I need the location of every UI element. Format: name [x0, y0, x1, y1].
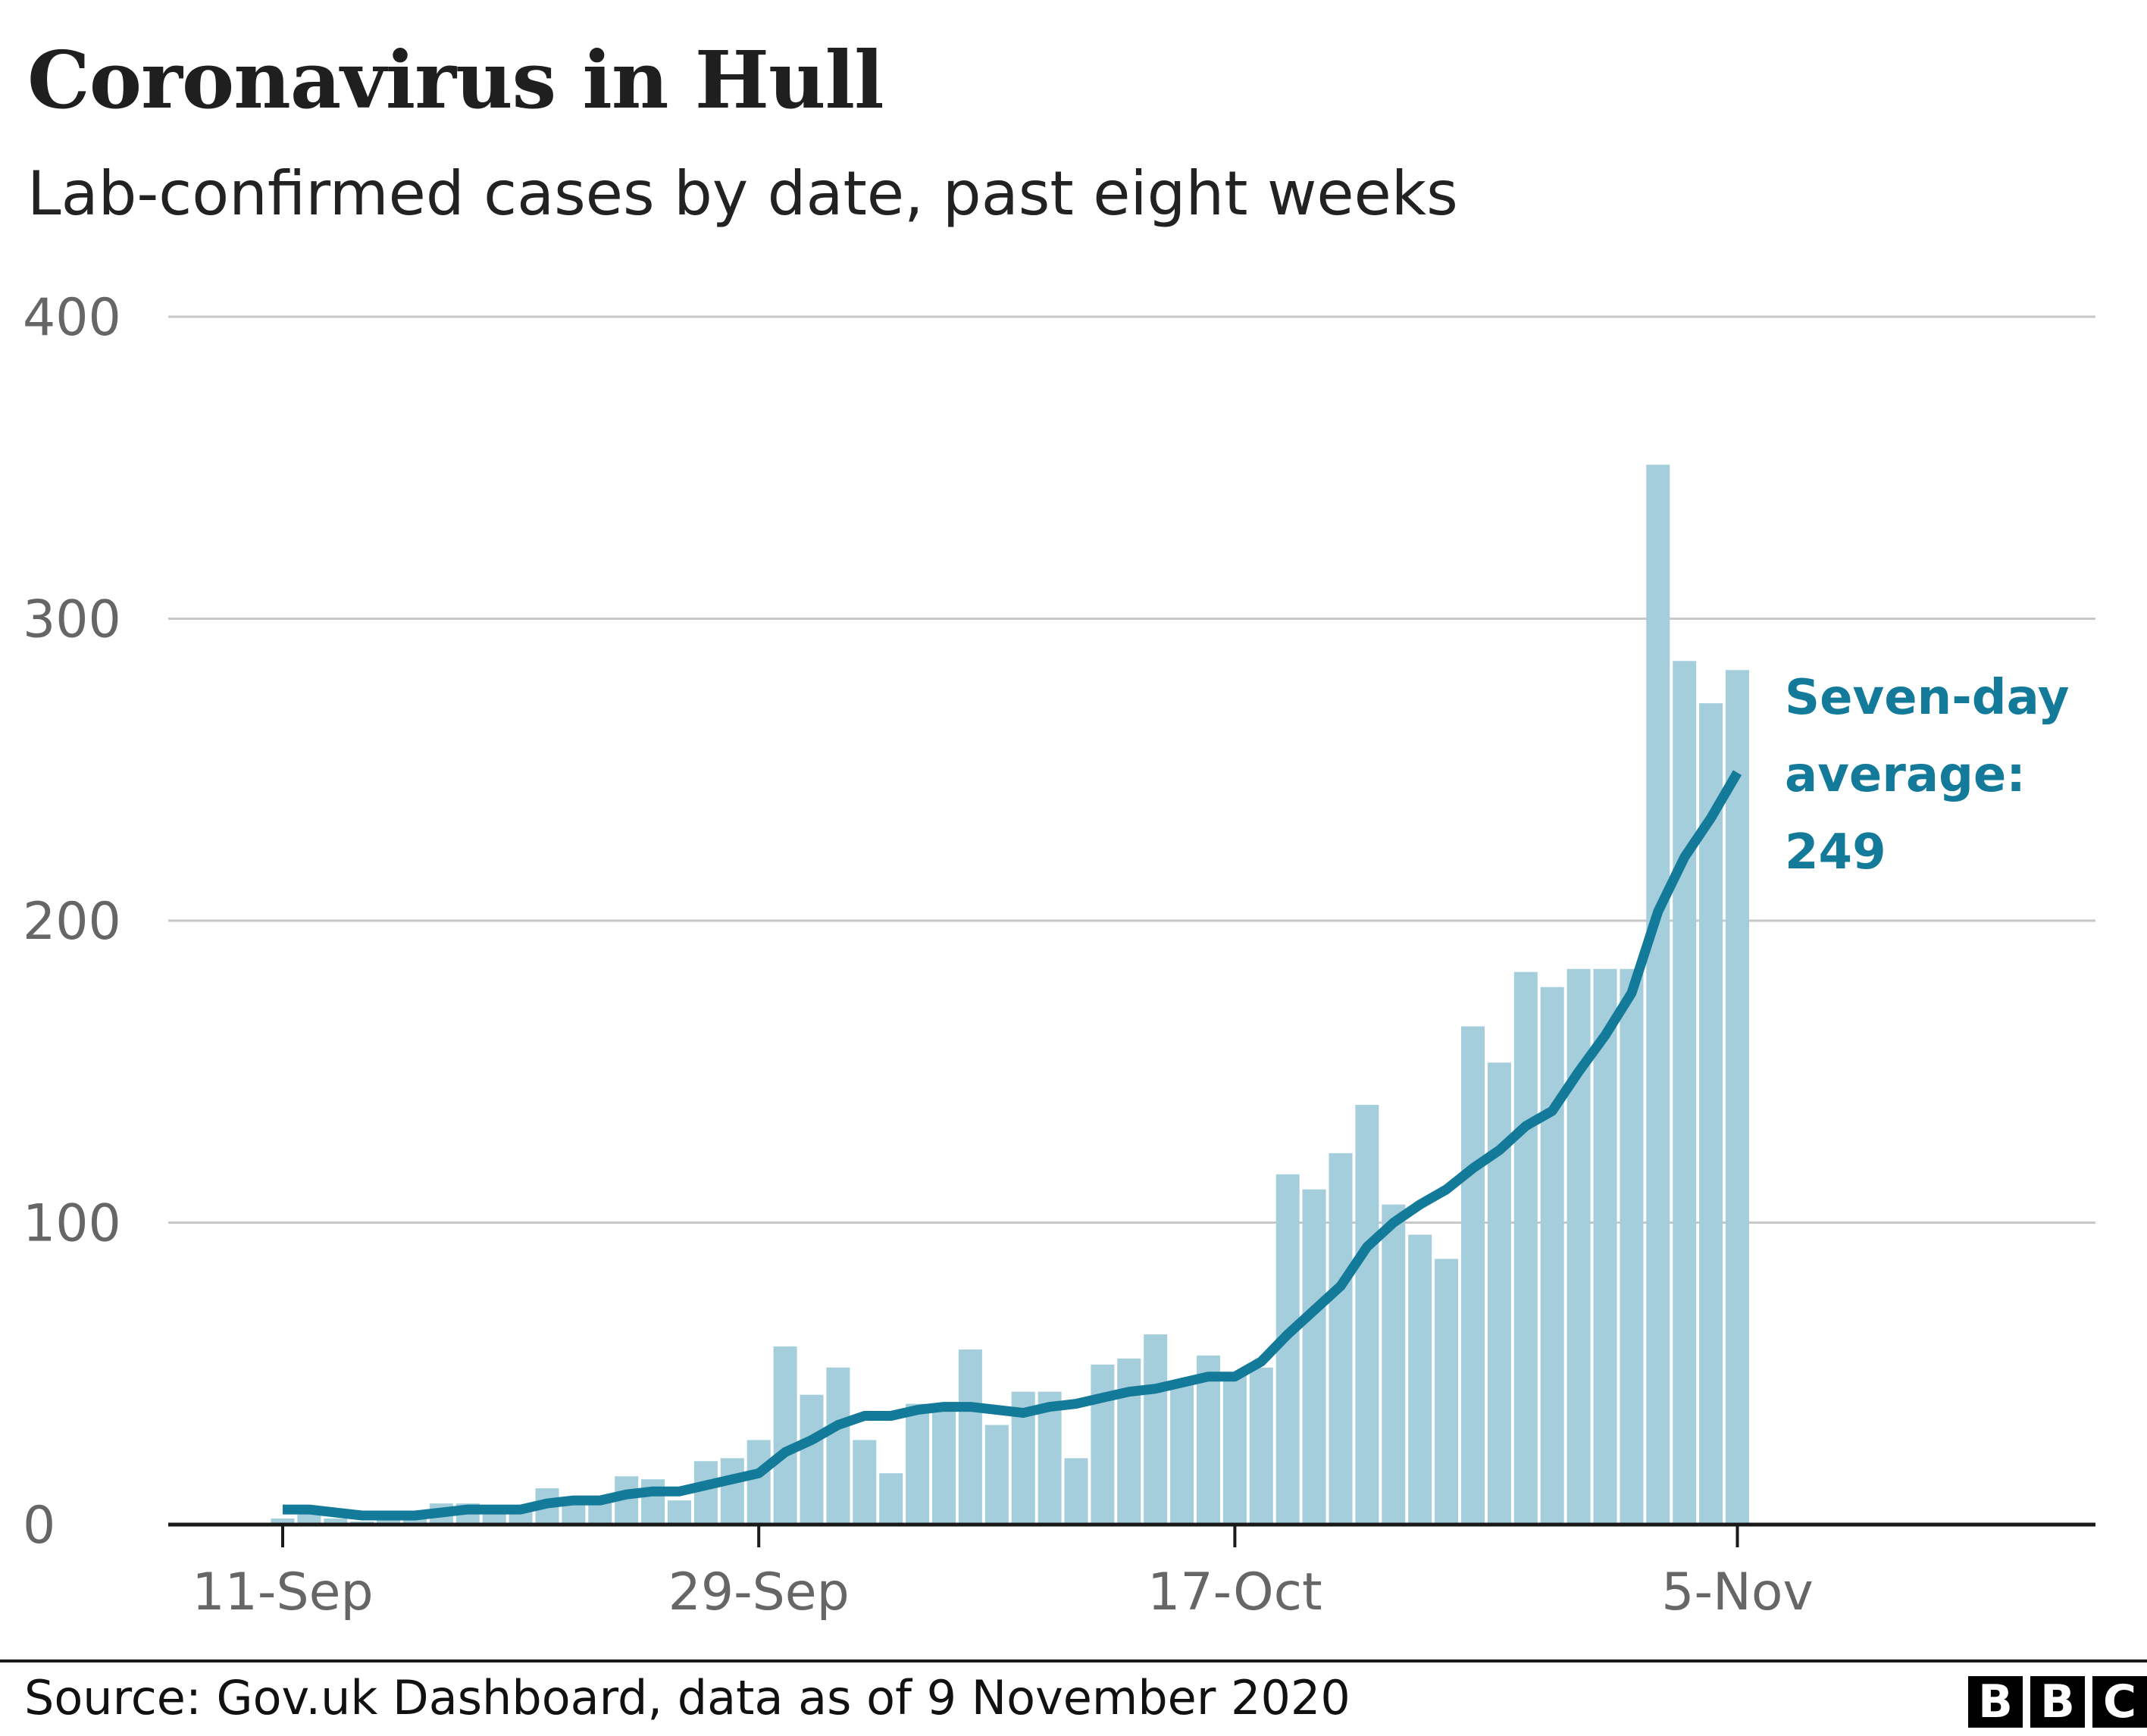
bar — [1487, 1062, 1511, 1525]
y-tick-label: 400 — [23, 288, 121, 348]
bar — [1038, 1391, 1062, 1525]
chart-title: Coronavirus in Hull — [27, 33, 884, 127]
bar — [1091, 1364, 1115, 1525]
bbc-logo-block: B — [1968, 1676, 2023, 1728]
bar — [1593, 968, 1617, 1525]
bar — [1117, 1358, 1141, 1525]
source-note: Source: Gov.uk Dashboard, data as of 9 N… — [24, 1670, 1350, 1725]
bar — [1329, 1153, 1353, 1525]
axes: 0 100 200 300 400 11-Sep 29-Sep 17-Oct 5-Nov — [23, 288, 2095, 1622]
bar — [853, 1440, 877, 1525]
y-tick-label: 0 — [23, 1496, 55, 1556]
bar — [906, 1403, 930, 1525]
bar — [720, 1458, 744, 1525]
bar — [693, 1461, 718, 1525]
bar — [324, 1519, 348, 1525]
cases-chart: 0 100 200 300 400 11-Sep 29-Sep 17-Oct 5-Nov Sev… — [23, 288, 2095, 1622]
x-tick-label: 17-Oct — [1147, 1562, 1322, 1622]
y-tick-label: 300 — [23, 590, 121, 650]
bar — [1513, 971, 1538, 1525]
daily-cases-bars — [271, 464, 1749, 1525]
bar — [958, 1349, 982, 1525]
bar — [1726, 670, 1749, 1525]
annotation-label: average: — [1785, 747, 2026, 803]
y-tick-label: 100 — [23, 1194, 121, 1254]
bar — [773, 1346, 797, 1525]
bar — [668, 1500, 691, 1525]
bar — [1144, 1334, 1168, 1525]
bar — [1355, 1105, 1379, 1525]
bar — [641, 1479, 665, 1525]
bar — [1275, 1174, 1300, 1525]
bar — [1408, 1234, 1432, 1525]
bbc-logo-block: C — [2092, 1676, 2147, 1728]
bar — [1064, 1458, 1088, 1525]
bar — [746, 1440, 771, 1525]
bar — [1170, 1382, 1194, 1525]
bar — [826, 1367, 850, 1525]
footer-rule — [0, 1659, 2147, 1662]
bar — [1197, 1355, 1220, 1525]
bar — [271, 1519, 295, 1525]
gridlines — [168, 315, 2095, 1224]
bar — [1302, 1189, 1326, 1525]
annotation-label: 249 — [1785, 824, 1886, 881]
x-tick-label: 29-Sep — [668, 1562, 850, 1622]
bar — [1620, 968, 1644, 1525]
average-line — [283, 770, 1742, 1521]
bar — [984, 1425, 1009, 1525]
bar — [1435, 1259, 1459, 1525]
seven-day-average-line — [283, 770, 1742, 1521]
bar — [1461, 1026, 1485, 1525]
bar — [1673, 661, 1697, 1525]
bbc-logo: B B C — [1968, 1676, 2147, 1728]
bar — [1249, 1367, 1273, 1525]
bar — [482, 1512, 506, 1525]
bar — [879, 1473, 903, 1525]
seven-day-average-annotation: Seven-day average: 249 — [1785, 670, 2070, 881]
bar — [800, 1394, 824, 1525]
bar — [1540, 987, 1564, 1525]
x-tick-label: 11-Sep — [192, 1562, 373, 1622]
bar — [1382, 1204, 1406, 1525]
chart-subtitle: Lab-confirmed cases by date, past eight … — [27, 158, 1458, 229]
bar — [1699, 703, 1723, 1525]
annotation-label: Seven-day — [1785, 670, 2070, 726]
bar — [932, 1403, 956, 1525]
bar — [1646, 464, 1670, 1525]
y-tick-label: 200 — [23, 892, 121, 952]
bar — [1222, 1373, 1247, 1525]
bbc-logo-block: B — [2030, 1676, 2085, 1728]
x-tick-label: 5-Nov — [1661, 1562, 1814, 1622]
